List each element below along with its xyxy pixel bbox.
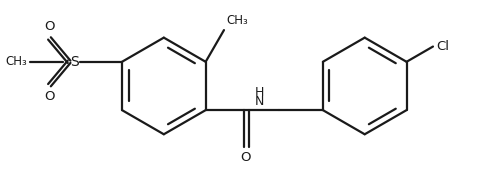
Text: O: O [241,151,251,164]
Text: N: N [254,95,264,108]
Text: CH₃: CH₃ [5,55,27,68]
Text: Cl: Cl [436,40,449,53]
Text: S: S [70,55,79,69]
Text: H: H [254,86,264,99]
Text: CH₃: CH₃ [226,14,248,27]
Text: O: O [44,90,55,103]
Text: O: O [44,20,55,33]
